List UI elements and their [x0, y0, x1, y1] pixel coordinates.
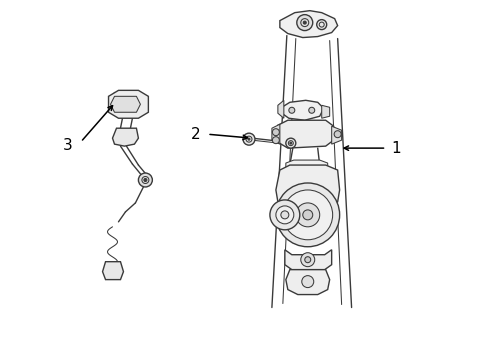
Circle shape [144, 179, 147, 181]
Circle shape [303, 210, 313, 220]
Text: 2: 2 [191, 127, 200, 142]
Polygon shape [286, 270, 330, 294]
Circle shape [301, 253, 315, 267]
Polygon shape [282, 100, 324, 120]
Polygon shape [278, 120, 334, 148]
Polygon shape [280, 11, 338, 37]
Circle shape [296, 203, 319, 227]
Polygon shape [322, 105, 330, 118]
Polygon shape [286, 160, 328, 173]
Circle shape [309, 107, 315, 113]
Circle shape [334, 131, 341, 138]
Circle shape [276, 206, 294, 224]
Circle shape [283, 190, 333, 240]
Circle shape [305, 257, 311, 263]
Circle shape [281, 211, 289, 219]
Text: 1: 1 [392, 141, 401, 156]
Polygon shape [276, 165, 340, 208]
Polygon shape [113, 128, 138, 146]
Circle shape [270, 200, 300, 230]
Polygon shape [108, 90, 148, 118]
Circle shape [248, 138, 250, 140]
Polygon shape [111, 96, 141, 112]
Circle shape [290, 142, 292, 144]
Circle shape [272, 137, 279, 144]
Circle shape [138, 173, 152, 187]
Text: 3: 3 [63, 138, 73, 153]
Circle shape [297, 15, 313, 31]
Circle shape [272, 129, 279, 136]
Polygon shape [285, 250, 332, 270]
Circle shape [302, 276, 314, 288]
Polygon shape [102, 262, 123, 280]
Circle shape [276, 183, 340, 247]
Circle shape [289, 107, 295, 113]
Polygon shape [278, 100, 284, 118]
Circle shape [243, 133, 255, 145]
Circle shape [303, 21, 306, 24]
Polygon shape [272, 124, 280, 144]
Circle shape [286, 138, 296, 148]
Polygon shape [332, 126, 342, 144]
Circle shape [317, 20, 327, 30]
